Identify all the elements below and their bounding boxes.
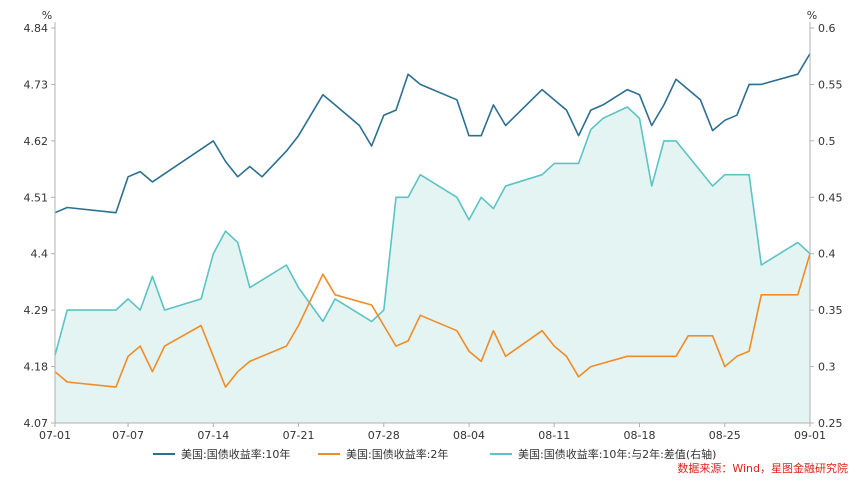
left-tick-label: 4.84 [24,22,49,35]
series-1-line [54,253,811,388]
right-tick-label: 0.25 [818,417,843,430]
left-tick-label: 4.51 [24,191,49,204]
left-tick-label: 4.73 [24,78,49,91]
x-tick-label: 07-07 [112,429,144,442]
right-tick-label: 0.3 [818,361,836,374]
series-2-line [54,106,811,356]
legend-label-1: 美国:国债收益率:2年 [346,447,448,461]
right-tick-label: 0.55 [818,78,843,91]
right-tick-label: 0.45 [818,191,843,204]
axes: 4.84 4.73 4.62 4.51 4.4 4.29 4.18 4.07 0.6 0.55 0.… [24,22,843,442]
plot-area [54,53,811,423]
left-tick-label: 4.07 [24,417,49,430]
x-tick-label: 07-21 [283,429,315,442]
legend: 美国:国债收益率:10年 美国:国债收益率:2年 美国:国债收益率:10年:与2年:… [153,447,716,461]
x-tick-label: 08-25 [709,429,741,442]
left-tick-label: 4.62 [24,135,49,148]
left-axis-unit: % [42,9,52,22]
x-tick-label: 07-28 [368,429,400,442]
x-tick-label: 07-01 [39,429,71,442]
right-tick-label: 0.35 [818,304,843,317]
left-tick-label: 4.29 [24,304,49,317]
series-0-line [54,53,811,214]
right-axis-unit: % [807,9,817,22]
right-tick-label: 0.6 [818,22,836,35]
x-tick-label: 08-04 [453,429,485,442]
right-tick-label: 0.5 [818,135,836,148]
x-tick-label: 09-01 [794,429,826,442]
right-tick-label: 0.4 [818,248,836,261]
x-tick-label: 07-14 [197,429,229,442]
legend-label-0: 美国:国债收益率:10年 [181,447,290,461]
legend-label-2: 美国:国债收益率:10年:与2年:差值(右轴) [518,447,716,461]
x-tick-label: 08-18 [624,429,656,442]
series-2-area [55,107,810,423]
left-tick-label: 4.18 [24,361,49,374]
x-tick-label: 08-11 [538,429,570,442]
left-tick-label: 4.4 [31,248,49,261]
source-note: 数据来源：Wind，星图金融研究院 [677,461,848,475]
